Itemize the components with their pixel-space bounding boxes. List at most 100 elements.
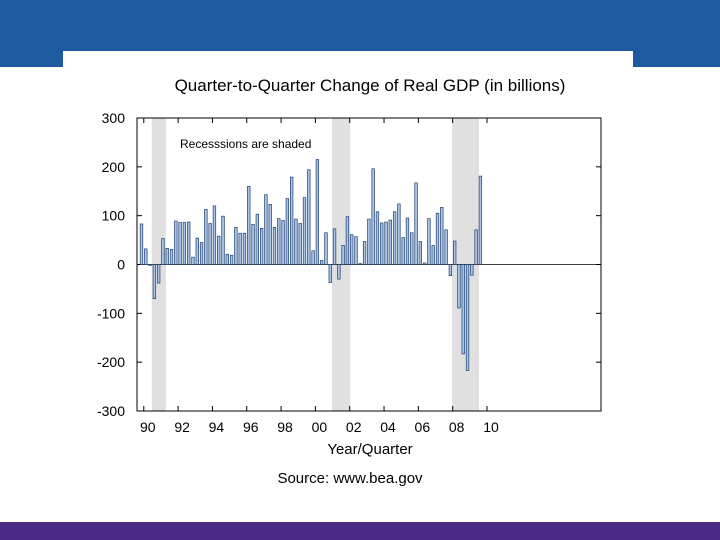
bar-55 — [375, 211, 380, 265]
x-tick-label-4: 98 — [277, 419, 293, 435]
bar-42 — [320, 260, 324, 265]
bar-68 — [431, 245, 435, 265]
bar-48 — [345, 216, 350, 265]
y-tick-labels: 300 200 100 0 -100 -200 -300 — [97, 110, 125, 419]
bar-62 — [405, 217, 410, 265]
y-tick-label-3: 0 — [117, 257, 125, 273]
bar-59 — [392, 211, 397, 265]
bar-13 — [195, 237, 199, 265]
bar-58 — [388, 219, 392, 265]
bottom-banner — [0, 522, 720, 540]
bar-44 — [328, 264, 332, 283]
bar-64 — [414, 182, 418, 265]
bar-20 — [225, 253, 229, 265]
bar-23 — [238, 232, 242, 265]
axis-ticks — [137, 117, 601, 412]
x-tick-label-1: 92 — [174, 419, 190, 435]
bar-61 — [401, 237, 405, 265]
bar-28 — [259, 228, 264, 265]
x-axis-label: Year/Quarter — [327, 441, 413, 458]
plot-frame — [136, 117, 602, 412]
bar-24 — [242, 232, 247, 265]
bar-19 — [221, 215, 225, 265]
bar-72 — [448, 264, 453, 277]
bar-14 — [199, 242, 204, 265]
bar-76 — [465, 264, 470, 371]
x-tick-label-2: 94 — [209, 419, 225, 435]
chart-title: Quarter-to-Quarter Change of Real GDP (i… — [174, 76, 566, 95]
recession-annotation: Recesssions are shaded — [180, 137, 311, 151]
bar-47 — [341, 245, 345, 265]
bar-17 — [212, 205, 217, 265]
bar-8 — [174, 220, 178, 265]
y-tick-label-1: 200 — [102, 159, 126, 175]
x-tick-label-7: 04 — [380, 419, 396, 435]
bar-41 — [315, 159, 320, 265]
bar-60 — [397, 203, 401, 265]
bar-78 — [474, 229, 478, 265]
bar-30 — [268, 204, 272, 265]
bar-56 — [380, 222, 384, 265]
bar-29 — [264, 194, 268, 265]
x-tick-label-10: 10 — [483, 419, 499, 435]
bar-25 — [247, 186, 251, 265]
bar-18 — [217, 235, 221, 265]
bar-67 — [427, 218, 431, 265]
y-tick-label-4: -100 — [97, 305, 125, 321]
x-tick-label-8: 06 — [415, 419, 431, 435]
bar-9 — [178, 222, 182, 265]
bar-32 — [277, 218, 281, 265]
bar-34 — [285, 198, 290, 265]
x-tick-label-5: 00 — [312, 419, 328, 435]
source-url: www.bea.gov — [333, 470, 423, 487]
source-line: Source: www.bea.gov — [0, 470, 700, 487]
bar-1 — [144, 248, 148, 265]
bar-73 — [453, 240, 457, 265]
bar-16 — [208, 223, 212, 265]
bar-27 — [255, 213, 259, 265]
bar-46 — [337, 264, 341, 280]
bar-0 — [139, 223, 144, 265]
x-tick-label-0: 90 — [140, 419, 156, 435]
bar-series — [139, 159, 483, 371]
x-tick-label-3: 96 — [243, 419, 259, 435]
source-label: Source: — [277, 470, 330, 487]
x-tick-label-6: 02 — [346, 419, 362, 435]
bar-57 — [384, 221, 388, 265]
bar-5 — [161, 238, 165, 265]
bar-36 — [294, 218, 298, 265]
y-tick-label-0: 300 — [102, 110, 126, 126]
bar-22 — [234, 227, 238, 265]
bar-74 — [457, 264, 461, 309]
bar-54 — [371, 168, 375, 265]
bar-51 — [358, 263, 362, 265]
bar-53 — [367, 218, 371, 265]
x-tick-labels: 90 92 94 96 98 00 02 04 06 08 10 — [140, 419, 499, 435]
bar-70 — [440, 207, 444, 265]
bar-3 — [152, 264, 157, 300]
bar-79 — [478, 175, 483, 265]
bar-49 — [350, 234, 354, 265]
bar-15 — [204, 208, 208, 265]
bar-31 — [272, 227, 277, 265]
bar-37 — [298, 223, 302, 265]
y-tick-label-6: -300 — [97, 403, 125, 419]
bar-7 — [169, 249, 174, 265]
bar-69 — [435, 212, 440, 265]
bar-12 — [191, 256, 195, 265]
title-card — [63, 51, 633, 81]
bar-71 — [444, 229, 448, 265]
bar-4 — [157, 264, 161, 284]
bar-2 — [148, 264, 152, 266]
bar-26 — [251, 224, 255, 265]
bar-63 — [410, 232, 414, 265]
bar-11 — [187, 221, 191, 265]
bar-66 — [422, 262, 427, 265]
x-tick-label-9: 08 — [449, 419, 465, 435]
bar-10 — [182, 222, 187, 265]
bar-52 — [362, 241, 367, 265]
bar-33 — [281, 220, 285, 265]
bar-77 — [470, 264, 474, 276]
bar-39 — [307, 169, 311, 265]
